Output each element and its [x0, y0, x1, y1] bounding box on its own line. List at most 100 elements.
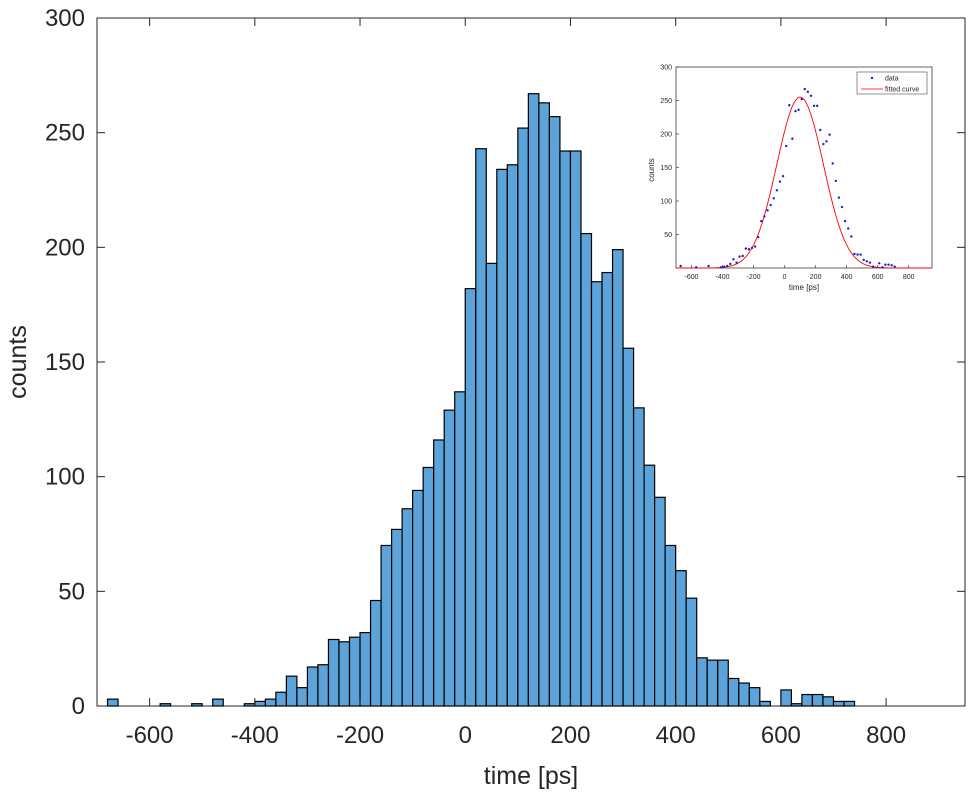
inset-data-point	[884, 263, 887, 266]
histogram-bar	[727, 677, 740, 707]
histogram-bar	[433, 439, 445, 707]
inset-x-tick-label: 0	[783, 274, 787, 281]
x-tick-label: 400	[656, 722, 696, 749]
inset-x-ticks: -600 -400 -200 0 200 400 600 800	[685, 265, 915, 281]
x-tick-label: 0	[459, 722, 472, 749]
histogram-bar	[517, 127, 529, 707]
inset-y-tick-label: 300	[660, 65, 672, 72]
histogram-bar	[685, 597, 698, 707]
histogram-bar	[264, 698, 277, 707]
y-tick-label: 100	[45, 464, 85, 491]
histogram-bar	[538, 102, 551, 707]
x-tick-label: -600	[126, 722, 174, 749]
inset-y-tick-label: 100	[660, 199, 672, 206]
histogram-bar	[243, 703, 256, 707]
histogram-bar	[559, 150, 572, 707]
histogram-bar	[611, 249, 624, 707]
histogram-bar	[464, 288, 477, 707]
histogram-bar	[632, 407, 645, 707]
x-tick-label: 800	[866, 722, 906, 749]
y-tick-label: 150	[45, 349, 85, 376]
inset-data-points	[679, 87, 896, 269]
inset-data-point	[741, 254, 744, 258]
histogram-bar	[475, 148, 487, 707]
x-tick-label: -200	[336, 722, 384, 749]
inset-data-point	[766, 209, 769, 212]
inset-data-point	[893, 265, 896, 268]
histogram-bar	[569, 150, 582, 707]
histogram-bar	[843, 700, 856, 707]
inset-data-point	[837, 196, 841, 199]
histogram-bar	[422, 466, 435, 707]
x-tick-label: -400	[231, 722, 279, 749]
histogram-bar	[790, 703, 803, 707]
histogram-bar	[738, 682, 750, 707]
inset-x-tick-label: 600	[872, 274, 884, 281]
main-bars	[106, 93, 856, 707]
y-tick-label: 200	[45, 234, 85, 261]
inset-data-point	[878, 262, 881, 265]
histogram-bar	[832, 700, 845, 707]
inset-data-point	[819, 128, 822, 132]
histogram-bar	[296, 687, 309, 707]
histogram-bar	[580, 232, 593, 707]
inset-data-point	[738, 255, 741, 258]
inset-y-tick-label: 200	[660, 132, 672, 139]
inset-data-point	[729, 262, 732, 266]
histogram-bar	[348, 636, 361, 707]
histogram-bar	[485, 262, 498, 707]
histogram-bar	[359, 632, 372, 707]
inset-data-point	[784, 144, 788, 148]
inset-data-point	[788, 103, 791, 107]
inset-data-point	[840, 205, 844, 209]
inset-x-tick-label: -200	[747, 274, 761, 281]
histogram-bar	[780, 689, 792, 707]
inset-legend-box	[856, 71, 928, 95]
inset-data-point	[803, 87, 806, 91]
inset-data-point	[775, 189, 779, 192]
histogram-bar	[654, 496, 666, 707]
main-x-ticks: -600 -400 -200 0 200 400 600 800	[126, 18, 906, 749]
histogram-bar	[454, 391, 466, 707]
histogram-bar	[601, 271, 614, 707]
histogram-bar	[338, 641, 351, 707]
histogram-bar	[106, 698, 119, 707]
histogram-bar	[390, 528, 403, 707]
inset-data-point	[825, 140, 828, 143]
inset-data-point	[694, 266, 698, 269]
histogram-bar	[696, 657, 708, 707]
main-x-axis-label: time [ps]	[484, 762, 578, 790]
inset-y-tick-label: 150	[660, 165, 672, 172]
inset-x-tick-label: 200	[810, 274, 822, 281]
histogram-bar	[327, 638, 340, 707]
inset-data-point	[822, 142, 825, 146]
inset-data-point	[850, 235, 853, 238]
inset-data-point	[732, 258, 735, 261]
histogram-bar	[643, 464, 656, 707]
histogram-bar	[317, 664, 330, 707]
histogram-bar	[506, 164, 519, 707]
histogram-bar	[412, 489, 424, 707]
histogram-bar	[369, 599, 382, 707]
inset-data-point	[753, 245, 757, 248]
histogram-bar	[548, 116, 561, 707]
inset-x-tick-label: 400	[841, 274, 853, 281]
histogram-bar	[811, 693, 824, 707]
inset-axes: -600 -400 -200 0 200 400 600 800 50 100 150 200 250…	[647, 65, 933, 292]
inset-data-point	[853, 252, 856, 256]
x-tick-label: 600	[761, 722, 801, 749]
inset-data-point	[831, 162, 834, 165]
main-y-ticks: 0 50 100 150 200 250 300	[45, 5, 965, 720]
inset-data-point	[806, 90, 810, 93]
inset-data-point	[791, 137, 794, 140]
histogram-bar	[748, 687, 761, 707]
main-y-axis-label: counts	[4, 325, 32, 399]
legend-data-marker	[870, 76, 874, 80]
inset-data-point	[812, 104, 816, 108]
inset-data-point	[722, 265, 726, 268]
histogram-bar	[254, 700, 266, 707]
inset-x-tick-label: -400	[716, 274, 730, 281]
fitted-curve-line	[676, 96, 932, 269]
y-tick-label: 250	[45, 120, 85, 147]
histogram-bar	[191, 703, 203, 707]
